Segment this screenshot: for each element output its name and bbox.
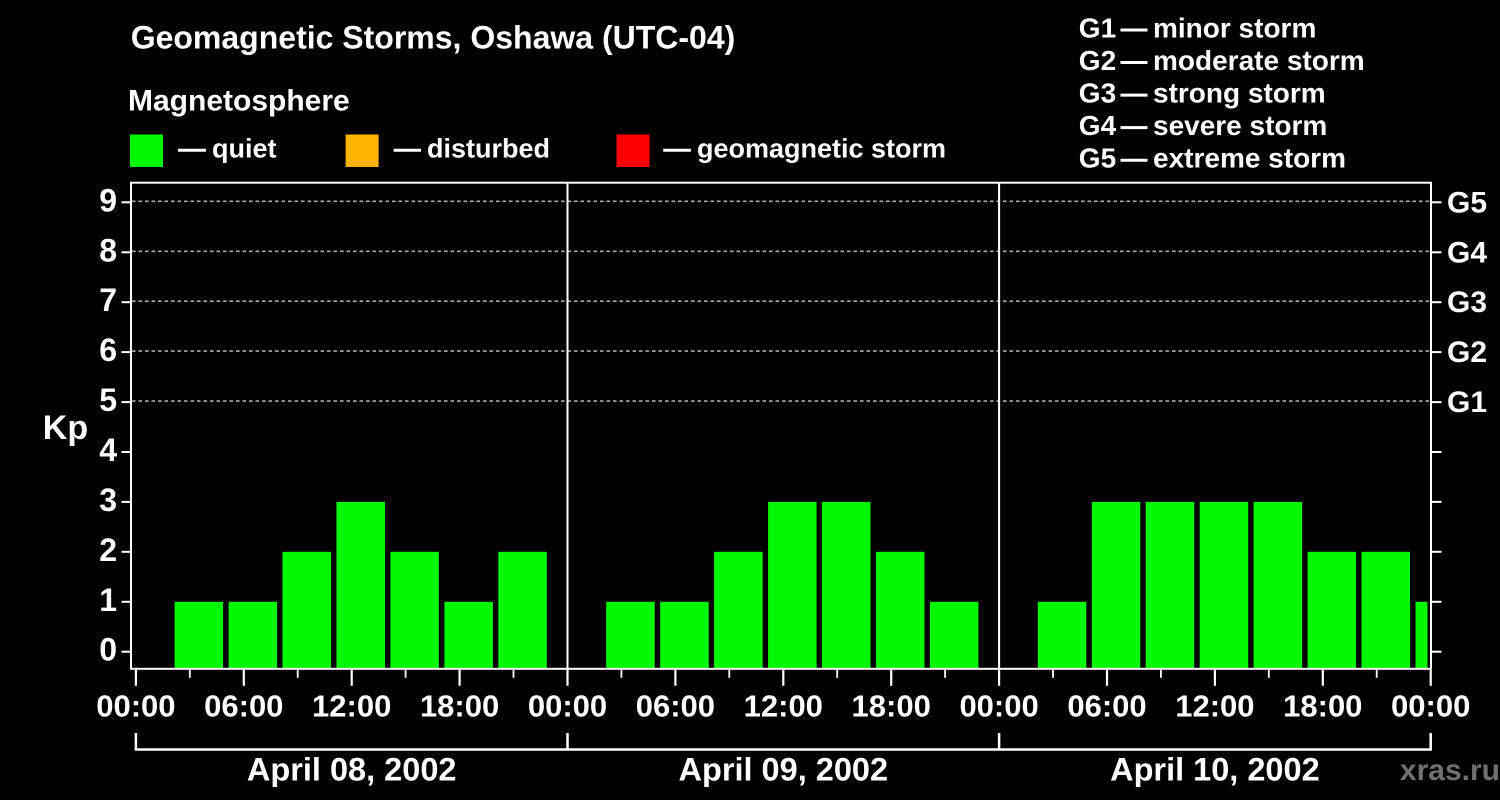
svg-text:7: 7 [99,282,117,318]
svg-text:April 09, 2002: April 09, 2002 [679,752,889,788]
svg-text:G3: G3 [1447,286,1487,319]
svg-text:06:00: 06:00 [204,689,283,724]
svg-text:geomagnetic storm: geomagnetic storm [697,134,946,164]
svg-text:April 10, 2002: April 10, 2002 [1110,752,1320,788]
svg-text:extreme storm: extreme storm [1153,143,1346,174]
svg-text:5: 5 [99,382,117,418]
svg-text:12:00: 12:00 [744,689,823,724]
svg-text:18:00: 18:00 [420,689,499,724]
svg-text:9: 9 [99,182,117,218]
svg-text:G2: G2 [1447,336,1487,369]
svg-text:00:00: 00:00 [959,689,1038,724]
svg-text:06:00: 06:00 [636,689,715,724]
svg-text:strong storm: strong storm [1153,78,1326,109]
svg-text:disturbed: disturbed [427,134,550,164]
svg-text:April 08, 2002: April 08, 2002 [247,752,457,788]
svg-text:0: 0 [99,632,117,668]
svg-text:G5: G5 [1079,143,1116,174]
svg-text:00:00: 00:00 [1391,689,1470,724]
svg-text:moderate storm: moderate storm [1153,45,1365,76]
svg-text:G5: G5 [1447,186,1487,219]
svg-text:12:00: 12:00 [1175,689,1254,724]
svg-text:G4: G4 [1447,236,1487,269]
svg-text:4: 4 [99,432,117,468]
svg-text:6: 6 [99,332,117,368]
svg-text:G1: G1 [1447,386,1487,419]
svg-text:G4: G4 [1079,110,1117,141]
svg-text:minor storm: minor storm [1153,13,1316,44]
svg-text:06:00: 06:00 [1067,689,1146,724]
svg-text:quiet: quiet [212,134,277,164]
svg-text:18:00: 18:00 [1283,689,1362,724]
svg-text:Geomagnetic Storms, Oshawa (UT: Geomagnetic Storms, Oshawa (UTC-04) [131,20,736,56]
svg-text:severe storm: severe storm [1153,110,1327,141]
svg-text:2: 2 [99,532,117,568]
svg-text:G2: G2 [1079,45,1116,76]
svg-text:Kp: Kp [43,409,88,447]
svg-text:1: 1 [99,582,117,618]
svg-text:00:00: 00:00 [96,689,175,724]
svg-text:8: 8 [99,232,117,268]
svg-text:3: 3 [99,482,117,518]
svg-text:12:00: 12:00 [312,689,391,724]
svg-text:Magnetosphere: Magnetosphere [128,85,350,118]
svg-text:18:00: 18:00 [852,689,931,724]
svg-text:G3: G3 [1079,78,1116,109]
svg-text:xras.ru: xras.ru [1400,754,1500,787]
svg-text:00:00: 00:00 [528,689,607,724]
svg-text:G1: G1 [1079,13,1116,44]
